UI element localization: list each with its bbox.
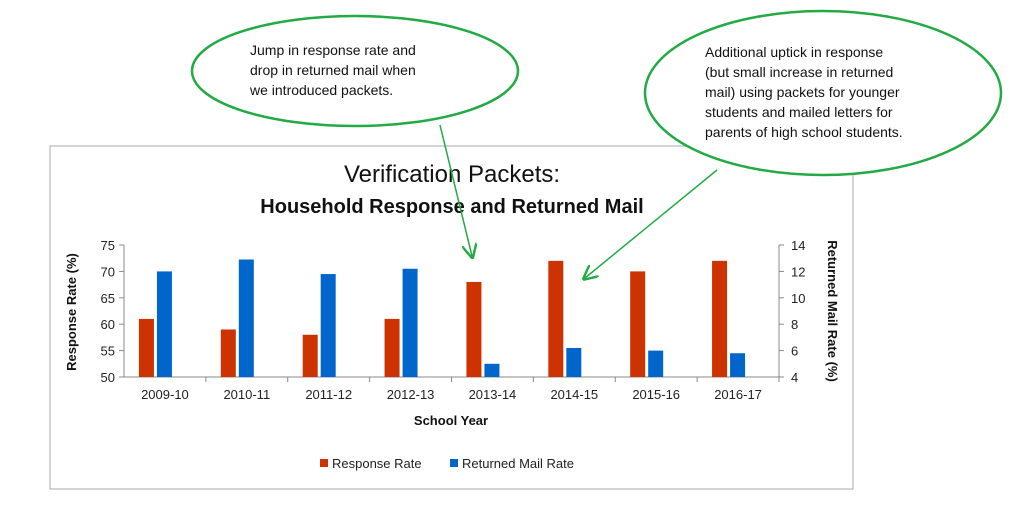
x-tick-label: 2015-16 (632, 387, 680, 402)
callout-text-1: Jump in response rate and drop in return… (250, 42, 416, 98)
bar-returned-mail-rate (730, 353, 746, 377)
x-tick-label: 2014-15 (550, 387, 598, 402)
bar-returned-mail-rate (320, 274, 336, 377)
bar-returned-mail-rate (648, 350, 664, 377)
bars (138, 259, 746, 377)
bar-returned-mail-rate (566, 347, 582, 377)
y-axis-label: Response Rate (%) (64, 253, 79, 371)
callout-arrow-2 (585, 169, 718, 278)
y2-tick-label: 6 (791, 344, 798, 359)
tick-labels: 50 55 60 65 70 75 4 6 8 10 12 14 2009-10 2010-11 2011-… (101, 238, 806, 402)
y2-tick-label: 10 (791, 291, 805, 306)
bar-returned-mail-rate (156, 271, 172, 377)
x-tick-label: 2010-11 (223, 387, 270, 402)
y-tick-label: 50 (101, 370, 115, 385)
x-tick-label: 2009-10 (141, 387, 189, 402)
bar-response-rate (630, 271, 646, 377)
legend-swatch-response-rate (320, 459, 328, 467)
chart-subtitle: Household Response and Returned Mail (260, 196, 643, 218)
x-axis-label: School Year (414, 413, 488, 428)
y-tick-label: 65 (101, 291, 115, 306)
legend-label-response-rate: Response Rate (332, 456, 422, 471)
bar-returned-mail-rate (402, 268, 418, 377)
legend: Response Rate Returned Mail Rate (320, 456, 574, 471)
y2-tick-label: 14 (791, 238, 805, 253)
legend-swatch-returned-mail-rate (450, 459, 458, 467)
y-tick-label: 55 (101, 344, 115, 359)
callout-arrow-1 (439, 124, 472, 256)
x-tick-label: 2011-12 (305, 387, 352, 402)
callout-text-2: Additional uptick in response (but small… (705, 44, 903, 140)
callout-bubble-2 (643, 9, 1003, 177)
y-tick-label: 60 (101, 317, 115, 332)
x-tick-label: 2016-17 (714, 387, 762, 402)
bar-response-rate (712, 260, 728, 377)
y2-tick-label: 12 (791, 264, 805, 279)
bar-returned-mail-rate (484, 363, 500, 377)
bar-response-rate (548, 260, 564, 377)
legend-label-returned-mail-rate: Returned Mail Rate (462, 456, 574, 471)
y-tick-label: 75 (101, 238, 115, 253)
x-tick-label: 2013-14 (469, 387, 517, 402)
x-tick-label: 2012-13 (387, 387, 435, 402)
y-tick-label: 70 (101, 264, 115, 279)
bar-response-rate (138, 318, 154, 377)
bar-response-rate (220, 329, 236, 377)
y2-tick-label: 4 (791, 370, 798, 385)
bar-returned-mail-rate (238, 259, 254, 377)
callout-bubble-1 (190, 14, 520, 128)
bar-response-rate (384, 318, 400, 377)
bar-response-rate (466, 281, 482, 377)
y2-tick-label: 8 (791, 317, 798, 332)
y2-axis-label: Returned Mail Rate (%) (825, 240, 840, 382)
bar-response-rate (302, 334, 318, 377)
